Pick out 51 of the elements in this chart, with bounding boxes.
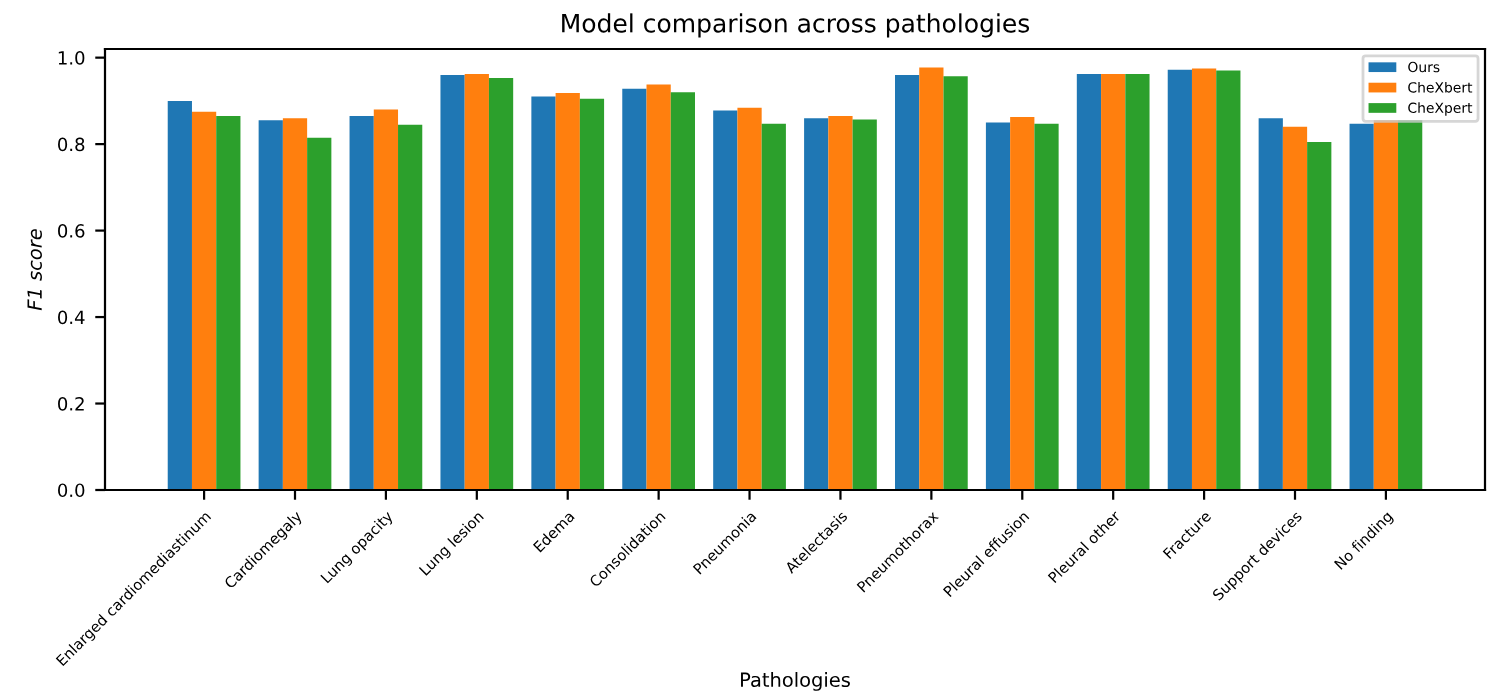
y-axis-title: F1 score (27, 229, 42, 311)
bar (555, 93, 580, 490)
bar (464, 74, 489, 490)
y-tick-label: 1.0 (58, 51, 85, 65)
bar (804, 118, 829, 490)
bar (1076, 74, 1102, 490)
bar (440, 74, 465, 490)
bar (895, 74, 920, 490)
bar (1191, 68, 1217, 490)
bar (1282, 126, 1308, 490)
x-axis-title: Pathologies (741, 672, 850, 691)
bar (852, 119, 877, 490)
bar (579, 98, 605, 490)
bar (1349, 123, 1374, 490)
bar (1125, 74, 1150, 490)
bar (622, 88, 647, 490)
bar (1010, 116, 1035, 490)
y-tick-label: 0.4 (58, 310, 85, 325)
bar (713, 110, 738, 490)
bar (1216, 70, 1241, 490)
bar (398, 124, 423, 490)
bar (985, 122, 1011, 490)
bar (373, 109, 399, 490)
bar (282, 118, 308, 490)
bar (216, 116, 241, 490)
y-tick-label: 0.6 (58, 224, 85, 238)
bar (1034, 123, 1059, 490)
chart-title: Model comparison across pathologies (562, 13, 1030, 38)
bar (1307, 141, 1332, 490)
bar (1167, 69, 1192, 490)
y-tick-label: 0.0 (58, 483, 85, 498)
bar (1373, 120, 1399, 490)
bar (943, 76, 968, 490)
y-tick-label: 0.2 (58, 396, 84, 411)
bar (531, 96, 556, 490)
bar (258, 120, 283, 490)
bar (919, 67, 944, 490)
bar (488, 77, 514, 490)
bar (646, 84, 671, 490)
bar (307, 137, 332, 490)
bar (1101, 74, 1126, 490)
bar (670, 92, 695, 490)
bar (167, 100, 192, 490)
bar (828, 116, 853, 490)
bar (349, 116, 374, 490)
bar (761, 123, 786, 490)
bar (191, 111, 217, 490)
bar (737, 107, 762, 490)
y-tick-label: 0.8 (58, 137, 85, 152)
bar (1258, 118, 1283, 490)
bar (1398, 120, 1423, 490)
